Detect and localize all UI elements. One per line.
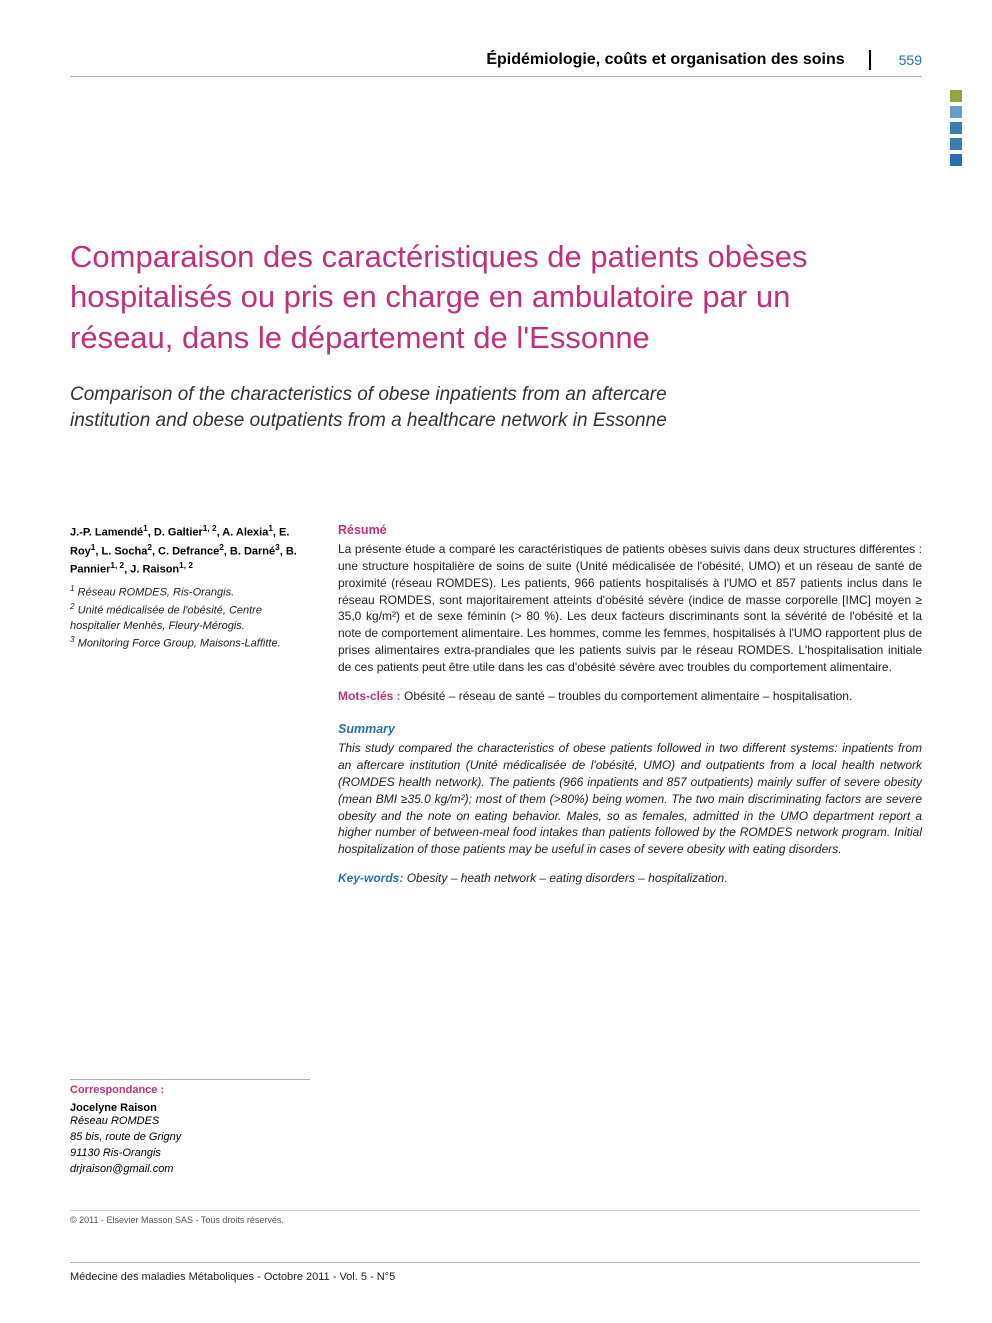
running-header: Épidémiologie, coûts et organisation des… xyxy=(70,50,922,77)
decorative-square xyxy=(950,122,962,134)
correspondence-lines: Réseau ROMDES85 bis, route de Grigny9113… xyxy=(70,1114,310,1178)
summary-text: This study compared the characteristics … xyxy=(338,740,922,858)
article-title: Comparaison des caractéristiques de pati… xyxy=(70,237,850,358)
decorative-square xyxy=(950,90,962,102)
article-subtitle: Comparison of the characteristics of obe… xyxy=(70,382,710,433)
decorative-square xyxy=(950,106,962,118)
correspondence-block: Correspondance : Jocelyne Raison Réseau … xyxy=(70,1079,310,1178)
vertical-rule xyxy=(869,50,871,70)
correspondence-heading: Correspondance : xyxy=(70,1084,310,1096)
resume-heading: Résumé xyxy=(338,523,922,537)
journal-footer: Médecine des maladies Métaboliques - Oct… xyxy=(70,1262,920,1283)
keywords-row: Key-words: Obesity – heath network – eat… xyxy=(338,870,922,887)
page-number: 559 xyxy=(899,52,922,68)
affiliations-list: 1 Réseau ROMDES, Ris-Orangis.2 Unité méd… xyxy=(70,583,310,653)
correspondence-name: Jocelyne Raison xyxy=(70,1102,310,1114)
decorative-square xyxy=(950,138,962,150)
authors-list: J.-P. Lamendé1, D. Galtier1, 2, A. Alexi… xyxy=(70,523,310,579)
summary-heading: Summary xyxy=(338,722,922,736)
mots-cles-label: Mots-clés : xyxy=(338,689,401,703)
authors-column: J.-P. Lamendé1, D. Galtier1, 2, A. Alexi… xyxy=(70,523,310,905)
section-title: Épidémiologie, coûts et organisation des… xyxy=(486,51,844,69)
mots-cles-row: Mots-clés : Obésité – réseau de santé – … xyxy=(338,688,922,705)
two-column-body: J.-P. Lamendé1, D. Galtier1, 2, A. Alexi… xyxy=(70,523,922,905)
keywords-text: Obesity – heath network – eating disorde… xyxy=(407,871,728,885)
decorative-square xyxy=(950,154,962,166)
mots-cles-text: Obésité – réseau de santé – troubles du … xyxy=(404,689,852,703)
correspondence-rule xyxy=(70,1079,310,1080)
resume-text: La présente étude a comparé les caractér… xyxy=(338,541,922,675)
abstract-column: Résumé La présente étude a comparé les c… xyxy=(338,523,922,905)
keywords-label: Key-words: xyxy=(338,871,403,885)
copyright-line: © 2011 - Elsevier Masson SAS - Tous droi… xyxy=(70,1210,920,1225)
decorative-squares xyxy=(950,90,962,166)
